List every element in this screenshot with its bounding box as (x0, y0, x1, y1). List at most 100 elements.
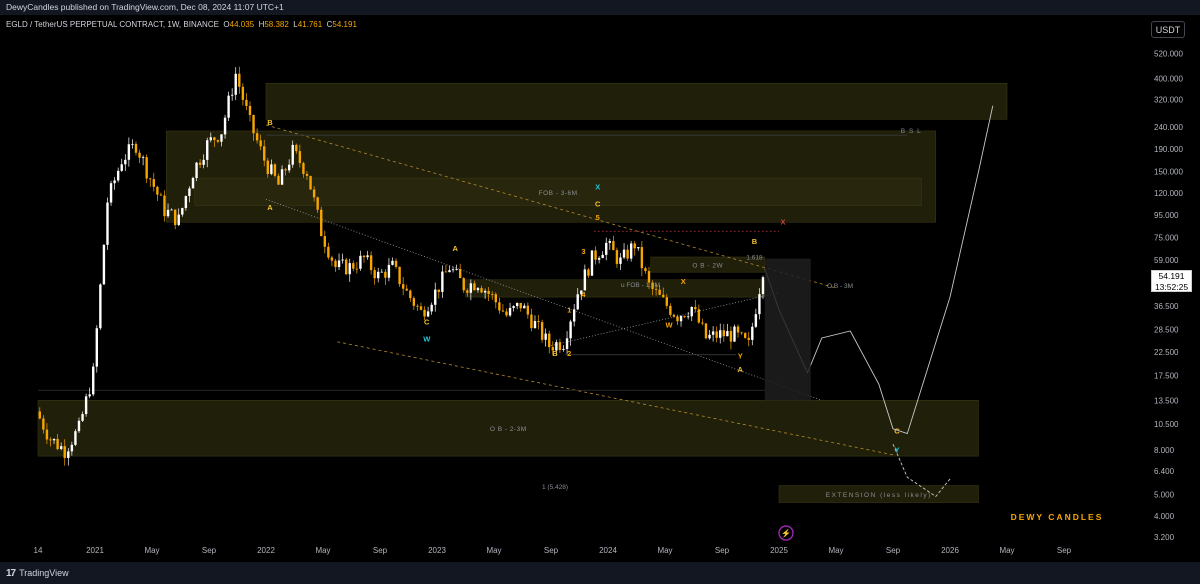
candle (238, 73, 241, 87)
candle (99, 284, 102, 329)
wave-label: 1 (5.428) (542, 484, 568, 491)
candle (398, 266, 401, 285)
y-tick-label: 400.000 (1154, 74, 1183, 83)
candle (84, 396, 88, 415)
candle (152, 179, 155, 187)
candle (327, 246, 330, 258)
candle (56, 438, 59, 450)
trendline-0 (265, 124, 837, 289)
candle (109, 183, 113, 203)
y-tick-label: 6.400 (1154, 467, 1175, 476)
wave-label: X (595, 183, 600, 192)
candle (676, 316, 679, 322)
wave-label: W (665, 321, 673, 330)
y-tick-label: 36.500 (1154, 302, 1179, 311)
y-tick-label: 3.200 (1154, 533, 1175, 542)
wave-label: X (780, 217, 785, 226)
candle (163, 195, 166, 217)
x-tick-label: 2021 (86, 546, 104, 555)
candle (526, 305, 530, 315)
wave-label: C (424, 317, 430, 326)
candle (113, 180, 116, 184)
x-tick-label: May (828, 546, 843, 555)
x-tick-label: Sep (373, 546, 388, 555)
candle (487, 290, 490, 294)
zone-label: O B - 2W (692, 263, 723, 270)
trendline-2 (337, 341, 894, 456)
candle (644, 268, 647, 272)
measure-box (764, 258, 811, 401)
x-tick-label: May (144, 546, 159, 555)
candle (337, 260, 341, 267)
y-tick-label: 4.000 (1154, 512, 1175, 521)
candle (498, 302, 501, 311)
projection-path-1 (892, 444, 951, 498)
candle (565, 338, 569, 350)
candle (181, 208, 184, 215)
candle (309, 175, 312, 190)
y-tick-label: 22.500 (1154, 348, 1179, 357)
candle (284, 169, 287, 171)
y-tick-label: 8.000 (1154, 446, 1175, 455)
candle (519, 302, 522, 309)
candle (316, 197, 319, 210)
candle (580, 290, 583, 295)
candle (320, 209, 323, 237)
candle (95, 328, 98, 367)
candle (476, 288, 480, 291)
candle (533, 321, 537, 329)
y-axis[interactable]: 520.000 400.000 320.000 240.000 190.000 150.0… (1154, 49, 1183, 542)
candle (512, 306, 515, 308)
candle (451, 269, 455, 271)
x-axis[interactable]: 14 2021 May Sep 2022 May Sep 2023 May Sep 2024 May S… (34, 546, 1072, 555)
candle (583, 269, 587, 291)
candle (530, 314, 533, 329)
candle (551, 347, 554, 351)
candle (640, 247, 644, 269)
symbol-legend[interactable]: EGLD / TetherUS PERPETUAL CONTRACT, 1W, … (6, 20, 357, 29)
zone-label: EXTENSION (less likely) (826, 492, 932, 499)
high-value: 58.382 (264, 20, 289, 29)
candle (508, 307, 512, 316)
candle (426, 311, 430, 317)
candle (615, 250, 619, 264)
candle (654, 288, 658, 290)
tradingview-logo[interactable]: 17 TradingView (6, 568, 69, 579)
wave-label: 4 (581, 290, 586, 299)
candle (629, 243, 633, 259)
candle (658, 289, 661, 295)
candle (647, 271, 651, 283)
wave-label: 2 (567, 349, 571, 358)
currency-button[interactable]: USDT (1151, 21, 1185, 38)
candle (401, 284, 405, 289)
zone-0 (265, 82, 1008, 120)
candle (188, 188, 191, 197)
candle (305, 173, 309, 176)
candle (761, 277, 765, 295)
candle (423, 309, 426, 317)
candle (704, 323, 708, 339)
candle (45, 429, 49, 440)
candle (419, 306, 423, 310)
candle (444, 271, 448, 273)
y-tick-label: 10.500 (1154, 420, 1179, 429)
candle (605, 242, 608, 255)
open-value: 44.035 (229, 20, 255, 29)
candle (270, 164, 273, 175)
candle (473, 283, 476, 291)
candle (694, 306, 697, 310)
candle (373, 270, 376, 279)
candles-layer (38, 66, 765, 466)
bar-countdown: 13:52:25 (1154, 282, 1189, 292)
x-tick-label: May (315, 546, 330, 555)
low-value: 41.761 (297, 20, 323, 29)
candle (49, 439, 52, 441)
candle (227, 95, 230, 118)
candle (291, 144, 294, 165)
candle (266, 160, 269, 175)
candle (576, 294, 579, 310)
candle (352, 263, 355, 269)
price-chart[interactable]: FOB - 3-6M O B - 2W O B - 2-3M EXTENSION (l… (0, 15, 1200, 562)
